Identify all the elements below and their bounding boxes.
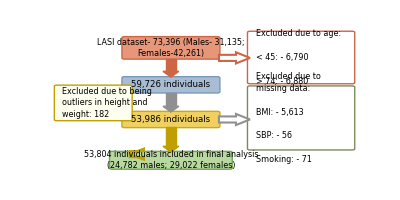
FancyBboxPatch shape xyxy=(54,85,132,121)
Polygon shape xyxy=(166,59,176,71)
FancyBboxPatch shape xyxy=(122,37,220,59)
Text: 59,726 individuals: 59,726 individuals xyxy=(131,80,210,89)
Text: Excluded due to age:

< 45: - 6,790

> 74: - 6,880: Excluded due to age: < 45: - 6,790 > 74:… xyxy=(256,29,341,86)
Polygon shape xyxy=(130,149,144,160)
Polygon shape xyxy=(166,127,176,146)
Polygon shape xyxy=(163,106,179,112)
Polygon shape xyxy=(163,71,179,77)
FancyBboxPatch shape xyxy=(122,111,220,128)
Polygon shape xyxy=(166,93,176,106)
FancyBboxPatch shape xyxy=(110,151,232,169)
FancyBboxPatch shape xyxy=(248,86,355,150)
Polygon shape xyxy=(219,52,250,63)
Text: 53,986 individuals: 53,986 individuals xyxy=(131,115,210,124)
Text: 53,804 individuals included in final analysis
(24,782 males; 29,022 females): 53,804 individuals included in final ana… xyxy=(84,150,258,170)
Text: Excluded due to
missing data:

BMI: - 5,613

SBP: - 56

Smoking: - 71: Excluded due to missing data: BMI: - 5,6… xyxy=(256,72,320,164)
Text: LASI dataset- 73,396 (Males- 31,135;
Females-42,261): LASI dataset- 73,396 (Males- 31,135; Fem… xyxy=(97,38,245,58)
Polygon shape xyxy=(163,146,179,152)
Polygon shape xyxy=(219,114,250,125)
FancyBboxPatch shape xyxy=(248,31,355,84)
FancyBboxPatch shape xyxy=(122,77,220,93)
Text: Excluded due to being
outliers in height and
weight: 182: Excluded due to being outliers in height… xyxy=(62,87,152,119)
